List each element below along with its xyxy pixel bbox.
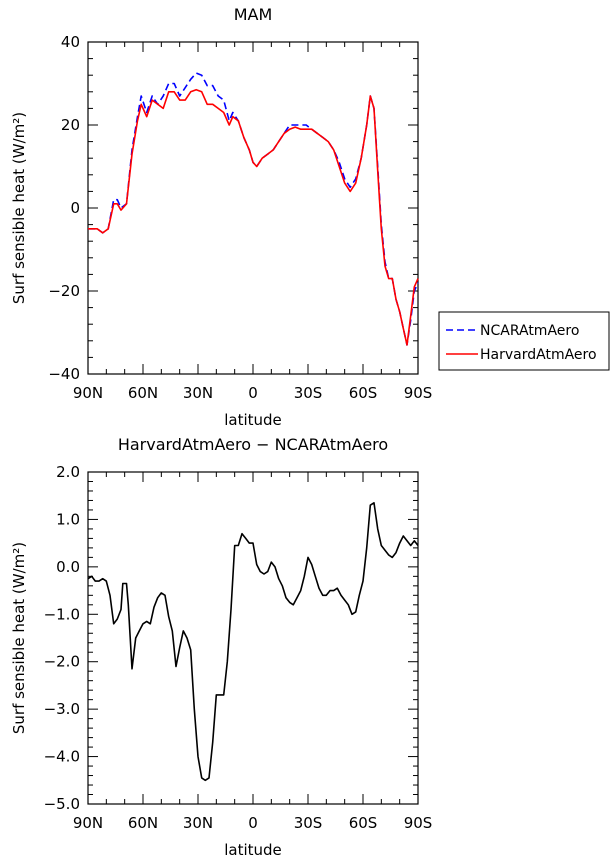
top-x-tick-label: 30N (183, 384, 213, 402)
legend-box (438, 311, 610, 371)
top-y-tick-label: 0 (70, 199, 80, 217)
top-y-tick-label: −40 (48, 365, 80, 383)
bottom-series-lines (87, 501, 419, 782)
top-x-tick-label: 90N (73, 384, 103, 402)
top-x-tick-label: 60S (349, 384, 378, 402)
top-plot-frame (87, 41, 419, 375)
bottom-y-tick-label: −2.0 (44, 653, 80, 671)
top-panel: MAM 90N 60N 30N 0 30S 60S 90S 40 20 0 −20 −40 latit… (10, 5, 432, 429)
bottom-y-axis-label: Surf sensible heat (W/m²) (10, 542, 28, 734)
bottom-x-axis-label: latitude (224, 841, 282, 859)
bottom-y-tick-label: −5.0 (44, 795, 80, 813)
bottom-x-tick-label: 60S (349, 814, 378, 832)
bottom-x-tick-label: 0 (248, 814, 258, 832)
bottom-y-tick-label: 0.0 (56, 558, 80, 576)
bottom-panel: HarvardAtmAero − NCARAtmAero 90N 60N 30N 0 3… (10, 435, 432, 859)
bottom-y-tick-label: −4.0 (44, 748, 80, 766)
bottom-x-tick-label: 60N (128, 814, 158, 832)
top-axis-ticks: 90N 60N 30N 0 30S 60S 90S 40 20 0 −20 −40 (48, 33, 432, 402)
legend: NCARAtmAero HarvardAtmAero (438, 311, 610, 371)
legend-label-harvard: HarvardAtmAero (480, 347, 597, 363)
top-series-line-harvardatmaero (88, 88, 419, 346)
legend-label-ncar: NCARAtmAero (480, 323, 579, 339)
top-x-tick-label: 60N (128, 384, 158, 402)
top-y-tick-label: 20 (61, 116, 80, 134)
bottom-x-tick-label: 30N (183, 814, 213, 832)
bottom-y-tick-label: 2.0 (56, 463, 80, 481)
top-y-tick-label: 40 (61, 33, 80, 51)
top-y-axis-label: Surf sensible heat (W/m²) (10, 112, 28, 304)
top-x-tick-label: 30S (294, 384, 323, 402)
bottom-series-line-difference (87, 501, 419, 782)
top-x-tick-label: 0 (248, 384, 258, 402)
top-y-tick-label: −20 (48, 282, 80, 300)
top-series-lines (88, 72, 419, 346)
bottom-y-tick-label: 1.0 (56, 510, 80, 528)
top-x-axis-label: latitude (224, 411, 282, 429)
bottom-x-tick-label: 90S (404, 814, 433, 832)
bottom-chart-title: HarvardAtmAero − NCARAtmAero (118, 435, 388, 454)
bottom-x-tick-label: 90N (73, 814, 103, 832)
bottom-y-tick-label: −3.0 (44, 700, 80, 718)
bottom-x-tick-label: 30S (294, 814, 323, 832)
top-x-tick-label: 90S (404, 384, 433, 402)
bottom-y-tick-label: −1.0 (44, 605, 80, 623)
bottom-axis-ticks: 90N 60N 30N 0 30S 60S 90S 2.0 1.0 0.0 −1.0 −2.0 −3.0… (44, 463, 433, 832)
top-chart-title: MAM (234, 5, 273, 24)
